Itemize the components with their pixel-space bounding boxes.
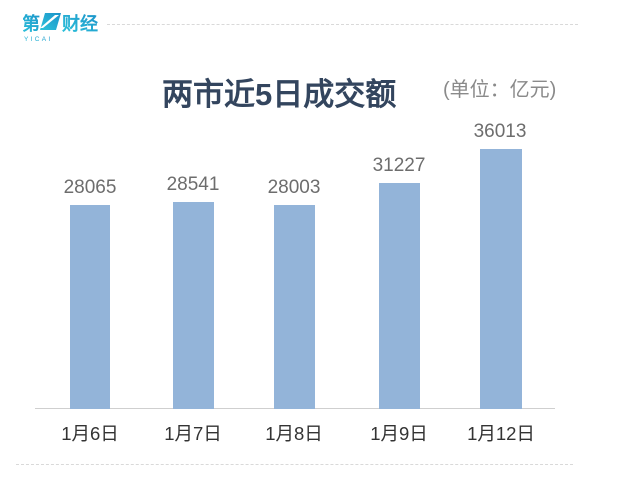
- svg-text:第: 第: [23, 13, 40, 34]
- svg-text:YICAI: YICAI: [24, 36, 52, 43]
- svg-text:财经: 财经: [62, 13, 98, 34]
